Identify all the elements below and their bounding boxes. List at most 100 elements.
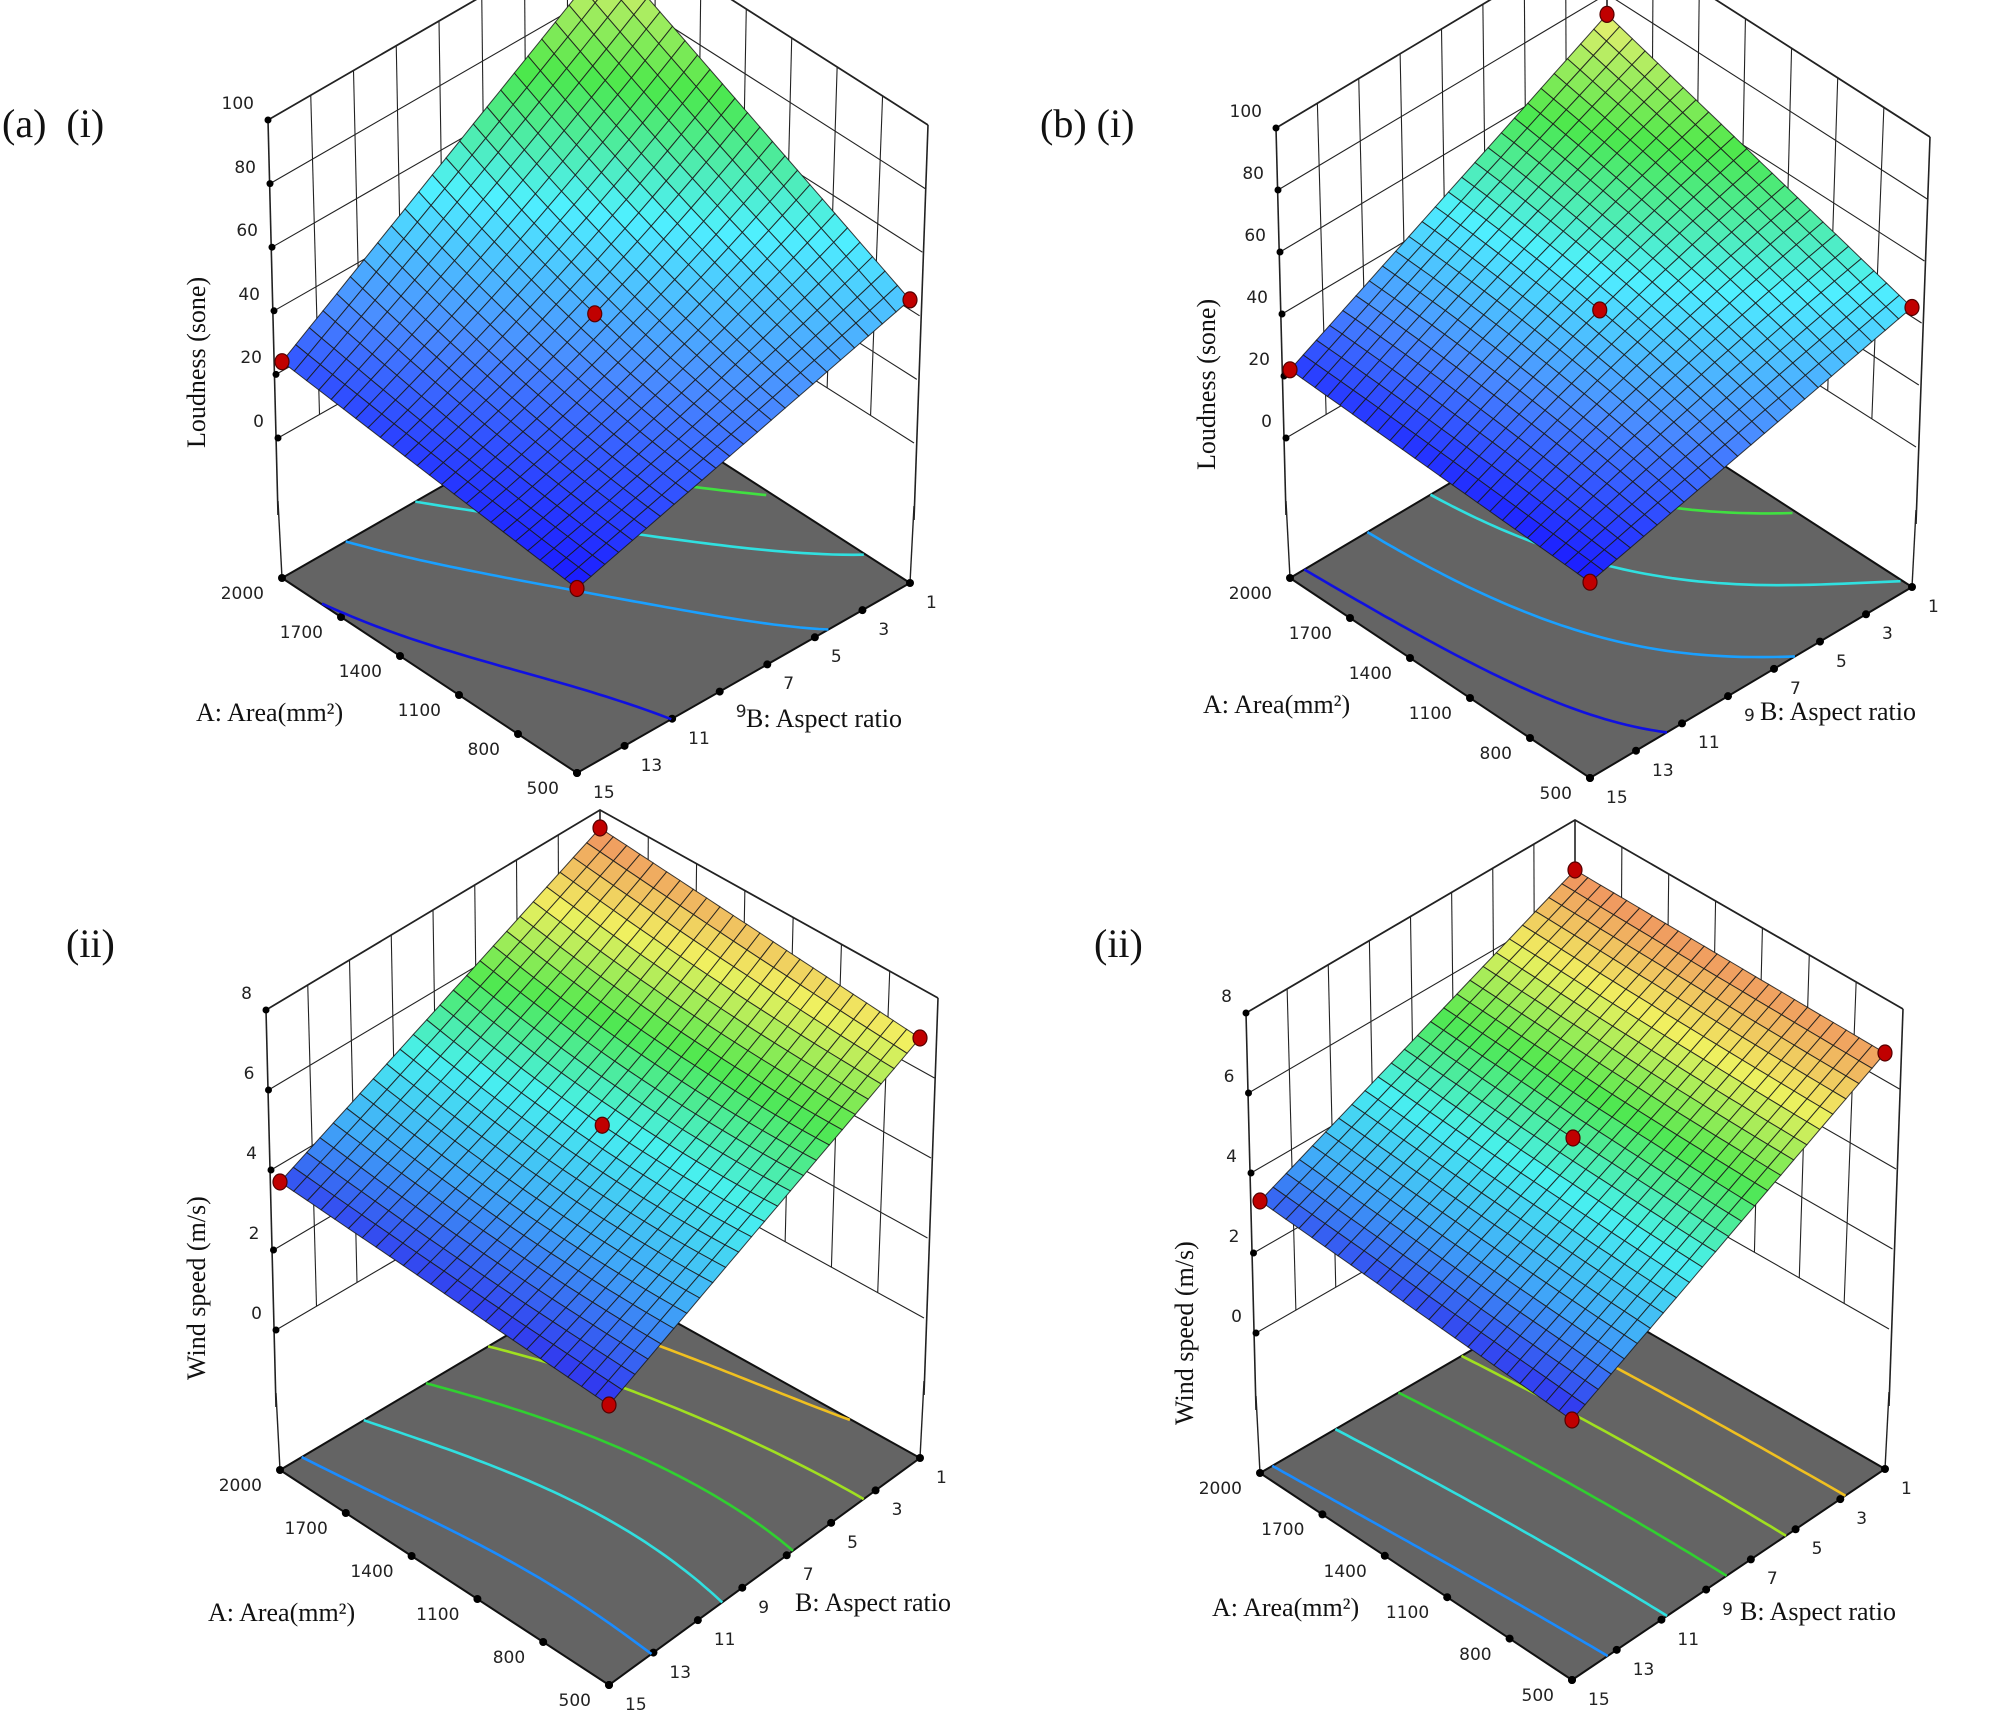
tick-mark [408,1552,416,1560]
x-tick-label: 800 [1459,1645,1491,1665]
tick-mark [1273,125,1280,132]
tick-mark [1245,1090,1252,1097]
tick-mark [1279,311,1286,318]
z-tick-label: 0 [1231,1307,1242,1327]
tick-mark [271,307,278,314]
tick-mark [1678,719,1686,727]
axis-line [1256,1396,1260,1473]
tick-mark [1286,574,1294,582]
design-point-marker [1283,362,1297,378]
tick-mark [1506,1635,1514,1643]
tick-mark [1613,1646,1621,1654]
x-tick-label: 800 [468,740,500,760]
x-tick-label: 1400 [1324,1562,1367,1582]
design-point-marker [1593,302,1607,318]
panel-label-a-i: (a) (i) [2,100,104,147]
design-point-marker [1568,862,1582,878]
y-tick-label: 15 [625,1695,647,1715]
tick-mark [811,633,819,641]
gridline [924,998,938,1395]
tick-mark [1702,1586,1710,1594]
design-point-marker [1878,1045,1892,1061]
panel-label-a-ii: (ii) [66,920,115,967]
x-tick-label: 2000 [1199,1479,1242,1499]
axis-line [276,1393,280,1470]
y-tick-label: 13 [641,756,663,776]
y-tick-label: 7 [803,1565,814,1585]
tick-mark [1724,692,1732,700]
z-tick-label: 40 [1246,288,1268,308]
z-tick-label: 6 [244,1064,255,1084]
tick-mark [270,1247,277,1254]
y-tick-label: 5 [1836,652,1847,672]
design-point-marker [570,580,584,596]
tick-mark [1318,1510,1326,1518]
panel-label-b-ii: (ii) [1094,920,1143,967]
z-tick-label: 60 [1244,226,1266,246]
tick-mark [267,180,274,187]
tick-mark [273,371,280,378]
y-tick-label: 1 [1928,597,1939,617]
gridline [266,1010,276,1407]
tick-mark [1250,1250,1257,1257]
x-tick-label: 1700 [285,1519,328,1539]
gridline [1916,137,1930,524]
tick-mark [1243,1010,1250,1017]
tick-mark [1256,1469,1264,1477]
tick-mark [396,652,404,660]
tick-mark [906,579,914,587]
y-tick-label: 15 [593,783,615,803]
y-tick-label: 3 [892,1500,903,1520]
tick-mark [1466,694,1474,702]
x-tick-label: 1700 [1261,1520,1304,1540]
plot-a_ii [263,810,939,1689]
tick-mark [1836,1495,1844,1503]
z-tick-label: 6 [1224,1067,1235,1087]
tick-mark [694,1616,702,1624]
design-point-marker [1253,1193,1267,1209]
axis-line [278,501,282,578]
tick-mark [1747,1555,1755,1563]
z-tick-label: 20 [1248,350,1270,370]
tick-mark [1792,1525,1800,1533]
tick-mark [1632,747,1640,755]
design-point-marker [595,1117,609,1133]
x-tick-label: 1400 [350,1562,393,1582]
z-tick-label: 8 [241,984,252,1004]
x-axis-title-b-i: A: Area(mm²) [1203,690,1350,720]
tick-mark [858,606,866,614]
gridline [871,96,883,415]
y-tick-label: 9 [1722,1600,1733,1620]
x-tick-label: 800 [493,1648,525,1668]
design-point-marker [602,1397,616,1413]
panel-label-b-i: (b) (i) [1040,100,1134,147]
y-tick-label: 3 [878,620,889,640]
design-point-marker [1583,574,1597,590]
plot-b_ii [1243,820,1904,1684]
tick-mark [1283,435,1290,442]
y-axis-title-b-ii: B: Aspect ratio [1740,1597,1896,1627]
x-tick-label: 1700 [1289,624,1332,644]
x-axis-title-a-ii: A: Area(mm²) [208,1598,355,1628]
response-surface [280,828,920,1405]
design-point-marker [1565,1412,1579,1428]
design-point-marker [273,1174,287,1190]
y-tick-label: 1 [1901,1479,1912,1499]
tick-mark [342,1509,350,1517]
x-tick-label: 1100 [1409,704,1452,724]
tick-mark [1526,734,1534,742]
plot-a_i [265,0,929,777]
tick-mark [738,1584,746,1592]
tick-mark [276,1466,284,1474]
x-tick-label: 1100 [416,1605,459,1625]
y-tick-label: 11 [1698,733,1720,753]
x-tick-label: 2000 [221,584,264,604]
tick-mark [1816,638,1824,646]
gridline [1246,1013,1256,1410]
tick-mark [1346,614,1354,622]
gridline [1889,1009,1903,1406]
y-tick-label: 7 [1790,679,1801,699]
x-tick-label: 1100 [1386,1603,1429,1623]
y-tick-label: 15 [1588,1690,1610,1710]
z-tick-label: 0 [251,1304,262,1324]
